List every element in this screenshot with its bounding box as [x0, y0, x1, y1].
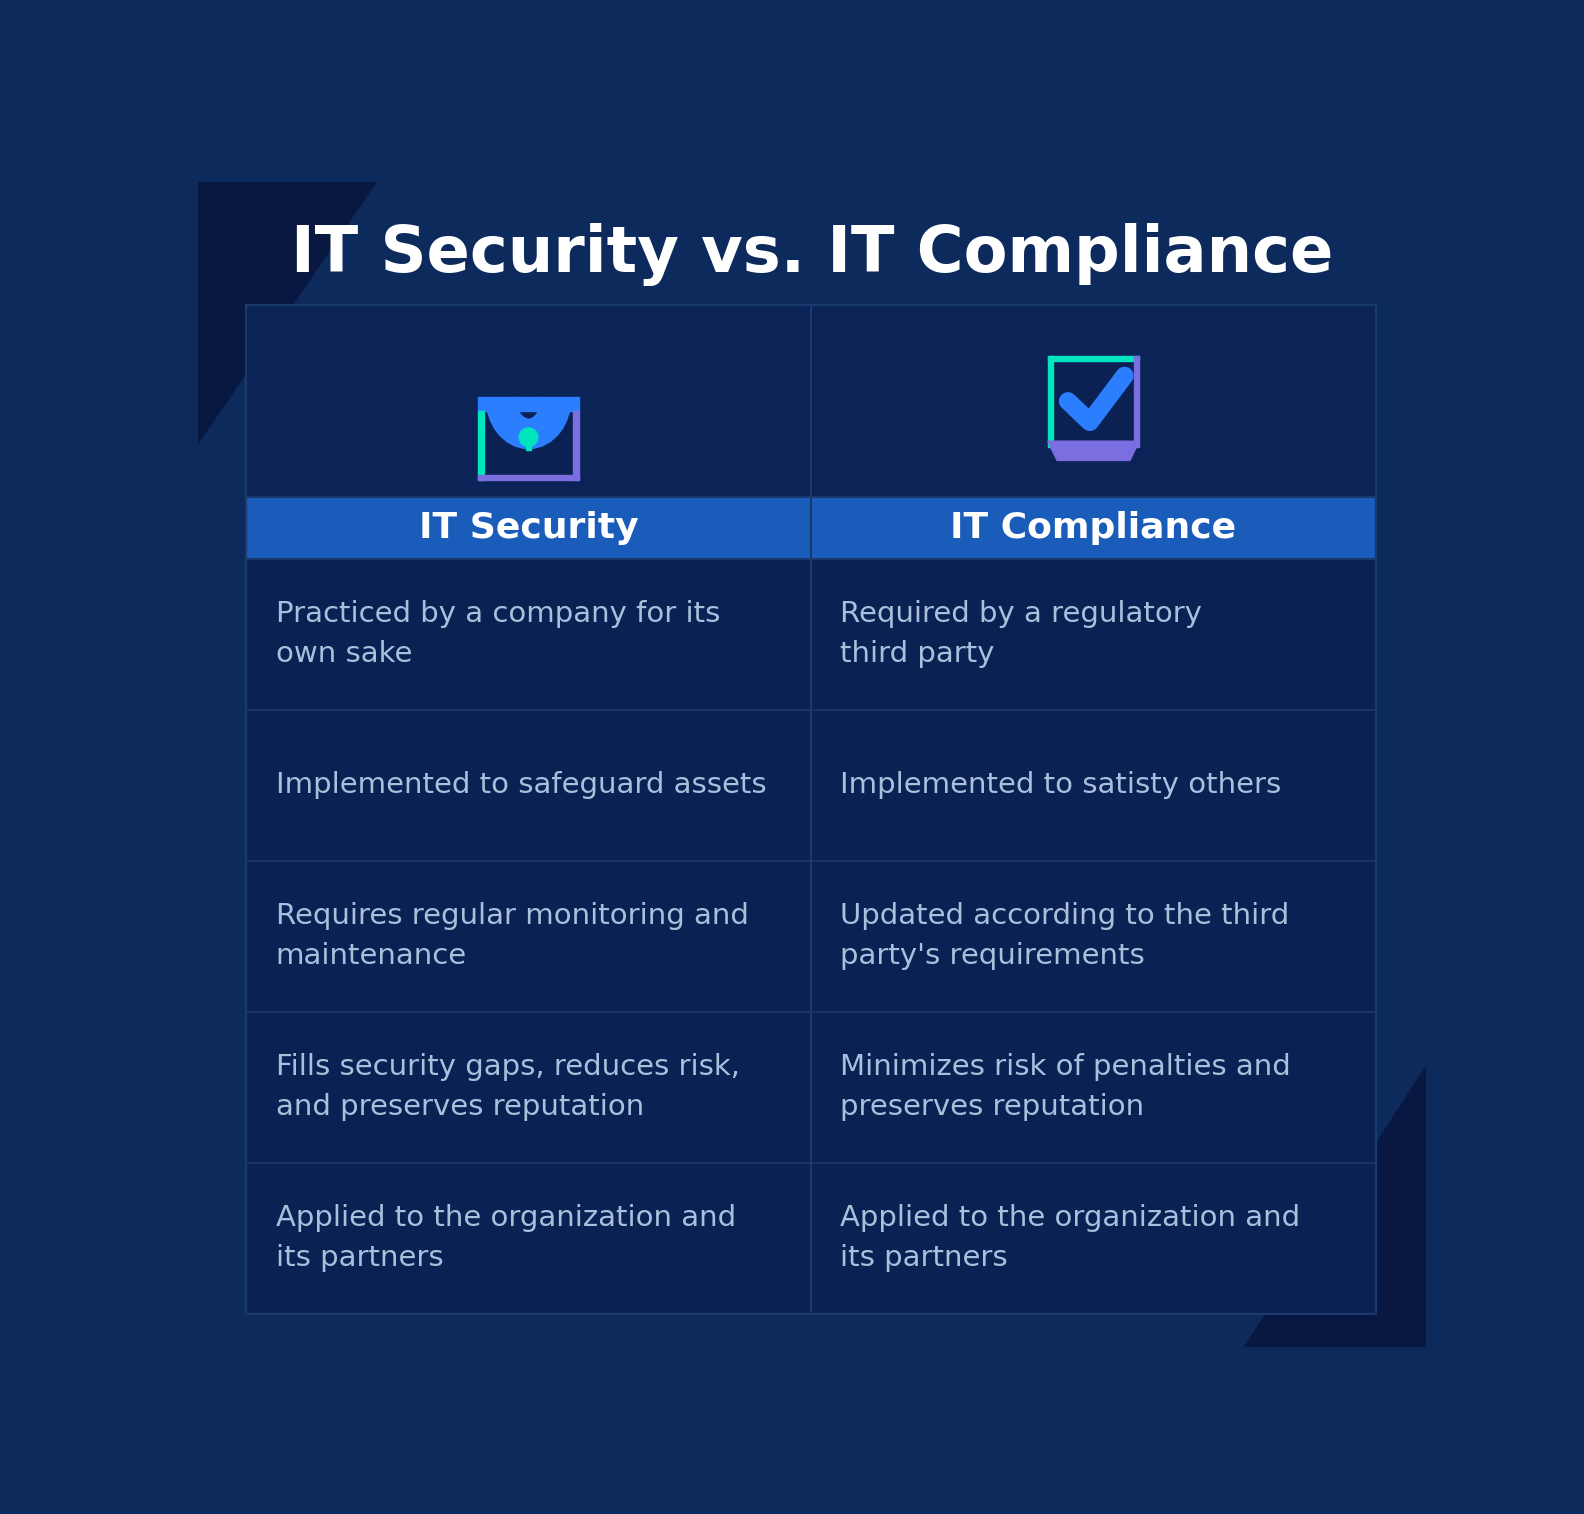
Bar	[478, 397, 578, 480]
Bar	[526, 438, 531, 450]
FancyBboxPatch shape	[246, 304, 1376, 498]
Text: Required by a regulatory
third party: Required by a regulatory third party	[841, 601, 1202, 669]
Text: Fills security gaps, reduces risk,
and preserves reputation: Fills security gaps, reduces risk, and p…	[276, 1054, 740, 1122]
Bar	[1047, 356, 1139, 447]
FancyBboxPatch shape	[246, 498, 1376, 559]
Text: Minimizes risk of penalties and
preserves reputation: Minimizes risk of penalties and preserve…	[841, 1054, 1291, 1122]
Polygon shape	[1245, 1067, 1426, 1347]
Text: Applied to the organization and
its partners: Applied to the organization and its part…	[841, 1204, 1300, 1272]
Text: Implemented to satisty others: Implemented to satisty others	[841, 771, 1281, 799]
Bar	[478, 475, 578, 480]
Text: Requires regular monitoring and
maintenance: Requires regular monitoring and maintena…	[276, 902, 748, 970]
Bar	[573, 412, 578, 480]
Text: IT Security vs. IT Compliance: IT Security vs. IT Compliance	[290, 224, 1334, 286]
Text: Practiced by a company for its
own sake: Practiced by a company for its own sake	[276, 601, 719, 669]
Text: Updated according to the third
party's requirements: Updated according to the third party's r…	[841, 902, 1289, 970]
Text: Applied to the organization and
its partners: Applied to the organization and its part…	[276, 1204, 735, 1272]
Bar	[1047, 356, 1053, 447]
Polygon shape	[198, 182, 377, 444]
Circle shape	[520, 428, 539, 447]
Bar	[1134, 356, 1139, 447]
Text: IT Security: IT Security	[418, 512, 638, 545]
Text: IT Compliance: IT Compliance	[950, 512, 1237, 545]
FancyBboxPatch shape	[246, 304, 1376, 1314]
Polygon shape	[1047, 441, 1139, 460]
Bar	[1047, 356, 1139, 362]
Text: Implemented to safeguard assets: Implemented to safeguard assets	[276, 771, 767, 799]
Bar	[478, 397, 578, 412]
Bar	[478, 412, 483, 480]
